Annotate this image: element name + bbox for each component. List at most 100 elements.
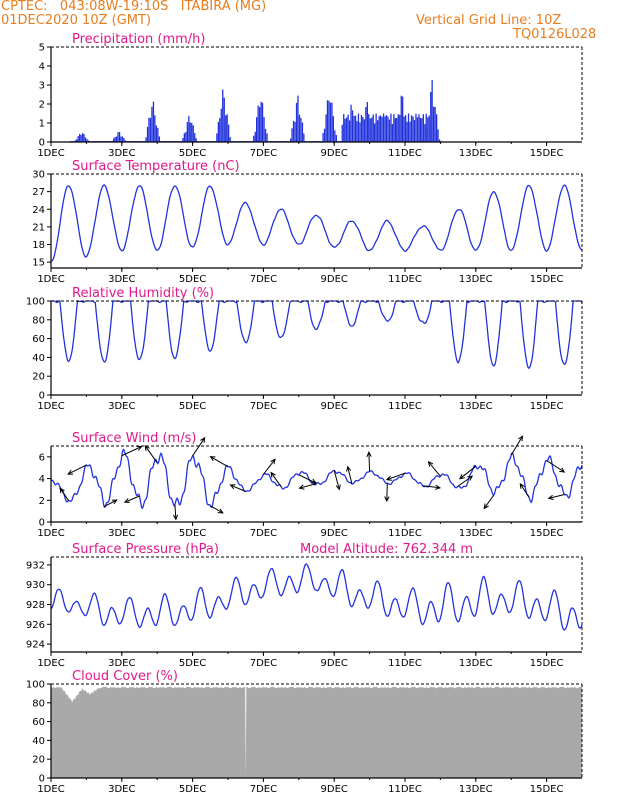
wind-arrow-head	[385, 475, 392, 481]
xtick-label: 7DEC	[250, 658, 277, 669]
xtick-label: 13DEC	[459, 274, 493, 285]
precip-bar	[419, 117, 421, 142]
wind-arrow-head	[335, 484, 341, 491]
wind-arrow-head	[384, 496, 390, 503]
wind-arrow	[210, 505, 224, 514]
xtick-label: 3DEC	[108, 148, 135, 159]
wind-arrow	[263, 458, 276, 475]
precip-bar	[437, 129, 439, 142]
ytick-label: 4	[39, 474, 45, 485]
wind-arrow-shaft	[124, 495, 140, 503]
precip-bar	[291, 128, 293, 142]
ytick-label: 60	[32, 334, 45, 345]
precip-bar	[225, 115, 227, 142]
xtick-label: 11DEC	[388, 148, 422, 159]
precip-bar	[77, 136, 79, 142]
ytick-label: 100	[26, 297, 45, 308]
precip-bar	[418, 114, 420, 142]
precip-bar	[413, 120, 416, 142]
precip-bar	[294, 121, 296, 142]
precip-bar	[222, 89, 224, 142]
precip-bar	[84, 137, 87, 142]
precip-bar	[191, 122, 193, 142]
xtick-label: 9DEC	[321, 658, 348, 669]
panel-rh: 0 20 40 60 80 100 1DEC 3DEC 5DEC 7DEC 9DEC 11DEC 13D…	[26, 286, 583, 412]
precip-bar	[406, 121, 408, 142]
panel-wind: 0 2 4 6 1DEC 3DEC 5DEC 7DEC 9DEC 11DEC 13DEC 15DEC S…	[37, 431, 583, 539]
ytick-label: 930	[26, 580, 45, 591]
precip-bar	[424, 124, 426, 142]
precip-bar	[257, 105, 259, 142]
precip-bar	[254, 131, 256, 142]
xtick-label: 15DEC	[530, 528, 564, 539]
ytick-label: 40	[32, 353, 45, 364]
precip-bar	[157, 127, 159, 142]
panel-temp: 15 18 21 24 27 30 1DEC 3DEC 5DEC 7DEC 9DEC 11DEC 13D…	[32, 159, 583, 285]
xtick-label: 13DEC	[459, 528, 493, 539]
wind-arrow-head	[467, 475, 474, 481]
precip-bar	[256, 117, 258, 142]
wind-arrow-shaft	[263, 458, 276, 475]
xtick-label: 3DEC	[108, 784, 135, 795]
precip-bar	[83, 134, 85, 142]
precip-bar	[356, 121, 358, 142]
wind-arrow-head	[200, 436, 206, 443]
ytick-label: 80	[32, 698, 45, 709]
precip-bar	[266, 133, 268, 142]
xtick-label: 1DEC	[37, 401, 64, 412]
precip-bar	[194, 133, 196, 142]
wind-arrow	[483, 495, 494, 510]
wind-arrow-shaft	[483, 495, 494, 509]
wind-arrow-shaft	[347, 466, 353, 484]
precip-bar	[335, 135, 337, 142]
wind-arrow	[459, 465, 477, 480]
precip-bar	[391, 124, 393, 142]
wind-arrow	[519, 482, 530, 498]
wind-arrow-head	[310, 478, 317, 484]
precip-bar	[114, 137, 116, 142]
panel-title: Surface Wind (m/s)	[72, 431, 196, 446]
xtick-label: 13DEC	[459, 148, 493, 159]
ytick-label: 928	[26, 600, 45, 611]
precip-bar	[325, 114, 327, 142]
xtick-label: 11DEC	[388, 401, 422, 412]
precip-bar	[261, 102, 264, 142]
xtick-label: 1DEC	[37, 658, 64, 669]
xtick-label: 11DEC	[388, 528, 422, 539]
wind-arrow-shaft	[519, 483, 530, 498]
precip-bar	[226, 114, 228, 142]
xtick-label: 15DEC	[530, 658, 564, 669]
xtick-label: 15DEC	[530, 401, 564, 412]
ytick-label: 18	[32, 240, 45, 251]
wind-arrow-shaft	[192, 437, 206, 457]
precip-bar	[347, 114, 349, 142]
ytick-label: 0	[39, 518, 45, 529]
precip-bar	[353, 116, 355, 142]
xtick-label: 9DEC	[321, 148, 348, 159]
precip-bar	[82, 133, 84, 142]
ytick-label: 60	[32, 717, 45, 728]
precip-bar	[151, 106, 153, 142]
precip-bar	[410, 115, 413, 142]
ytick-label: 20	[32, 755, 45, 766]
wind-arrow-shaft	[210, 456, 229, 468]
wind-arrow-shaft	[59, 488, 70, 501]
wind-arrow	[103, 499, 118, 508]
wind-arrow-head	[59, 487, 65, 494]
precip-bar	[366, 102, 368, 142]
xtick-label: 7DEC	[250, 528, 277, 539]
wind-arrow-head	[172, 514, 179, 521]
wind-arrow	[209, 456, 229, 468]
ytick-label: 20	[32, 372, 45, 383]
xtick-label: 11DEC	[388, 658, 422, 669]
precip-bar	[362, 116, 364, 142]
precip-bar	[115, 136, 118, 142]
ytick-label: 100	[26, 680, 45, 691]
ytick-label: 27	[32, 187, 45, 198]
precip-bar	[359, 122, 361, 142]
precip-bar	[292, 120, 295, 142]
wind-arrow	[144, 444, 158, 464]
precip-bar	[219, 118, 221, 142]
precip-bar	[428, 115, 430, 142]
precip-bar	[363, 119, 365, 142]
